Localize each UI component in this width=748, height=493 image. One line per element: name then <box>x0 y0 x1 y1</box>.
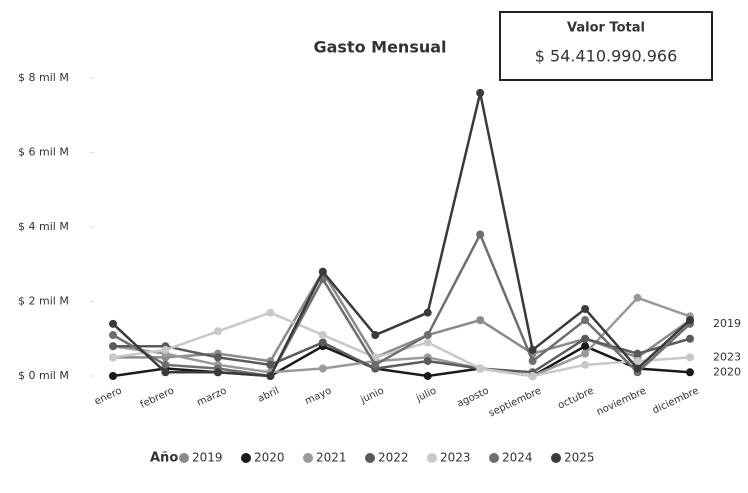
point <box>266 308 275 317</box>
point <box>423 331 432 340</box>
point <box>161 360 170 369</box>
legend-label: 2020 <box>254 451 285 465</box>
point <box>686 368 694 377</box>
point <box>109 342 117 351</box>
end-label: 2020 <box>713 365 741 378</box>
legend-label: 2021 <box>316 451 347 465</box>
point <box>423 357 432 366</box>
point <box>213 368 222 377</box>
series-line <box>112 296 691 378</box>
point <box>423 372 432 380</box>
point <box>633 364 642 373</box>
point <box>476 230 485 239</box>
card <box>499 11 713 81</box>
point <box>318 267 327 276</box>
x-tick-label: junio <box>358 385 386 406</box>
y-tick-label: $ 8 mil M <box>18 71 69 84</box>
legend-marker <box>489 453 499 463</box>
point <box>686 334 694 343</box>
legend-label: 2024 <box>502 451 533 465</box>
y-tick-label: $ 2 mil M <box>18 295 69 308</box>
x-tick-label: octubre <box>556 385 595 411</box>
point <box>686 316 694 325</box>
card-label: Valor Total <box>567 21 645 36</box>
x-tick-label: marzo <box>195 385 228 408</box>
point <box>318 338 327 347</box>
x-tick-label: julio <box>414 385 438 404</box>
card-value: $ 54.410.990.966 <box>535 47 678 66</box>
point <box>109 353 117 362</box>
x-tick-label: agosto <box>455 385 490 409</box>
x-tick-label: diciembre <box>651 385 701 416</box>
point <box>581 334 590 343</box>
point <box>371 360 380 369</box>
x-tick-label: febrero <box>139 385 176 410</box>
series-line <box>113 269 691 363</box>
point <box>161 368 170 377</box>
point <box>423 308 432 317</box>
point <box>476 364 485 373</box>
point <box>581 360 590 369</box>
y-tick-label: $ 0 mil M <box>18 369 69 382</box>
end-label: 2023 <box>713 350 741 363</box>
point <box>371 331 380 340</box>
point <box>213 327 222 336</box>
point <box>581 316 590 325</box>
end-label: 2019 <box>713 317 741 330</box>
legend-marker <box>241 453 251 463</box>
y-tick-label: $ 4 mil M <box>18 220 69 233</box>
x-tick-label: enero <box>93 385 124 407</box>
legend-title: Año <box>150 451 178 466</box>
legend-label: 2019 <box>192 451 223 465</box>
point <box>528 372 537 380</box>
point <box>318 331 327 340</box>
x-tick-label: abril <box>256 385 281 404</box>
legend-marker <box>303 453 313 463</box>
y-tick-label: $ 6 mil M <box>18 146 69 159</box>
point <box>109 319 117 328</box>
point <box>581 349 590 358</box>
series-line <box>112 92 691 378</box>
legend-marker <box>427 453 437 463</box>
point <box>109 331 117 340</box>
point <box>213 353 222 362</box>
series-line <box>113 337 691 374</box>
legend-marker <box>551 453 561 463</box>
x-tick-label: septiembre <box>487 385 543 419</box>
point <box>528 357 537 366</box>
point <box>581 342 590 351</box>
point <box>318 364 327 373</box>
legend-label: 2023 <box>440 451 471 465</box>
point <box>476 316 485 325</box>
legend-label: 2022 <box>378 451 409 465</box>
point <box>686 353 694 362</box>
point <box>109 372 117 380</box>
legend-marker <box>365 453 375 463</box>
point <box>528 345 537 354</box>
chart-title: Gasto Mensual <box>313 38 446 57</box>
point <box>633 349 642 358</box>
legend-label: 2025 <box>564 451 595 465</box>
point <box>633 293 642 302</box>
point <box>266 360 275 369</box>
point <box>161 345 170 354</box>
x-tick-label: noviembre <box>595 385 648 418</box>
point <box>476 88 485 97</box>
legend-marker <box>179 453 189 463</box>
point <box>266 372 275 380</box>
point <box>581 304 590 313</box>
x-tick-label: mayo <box>303 385 333 407</box>
point <box>633 357 642 366</box>
point <box>423 338 432 347</box>
series-line <box>112 231 691 378</box>
